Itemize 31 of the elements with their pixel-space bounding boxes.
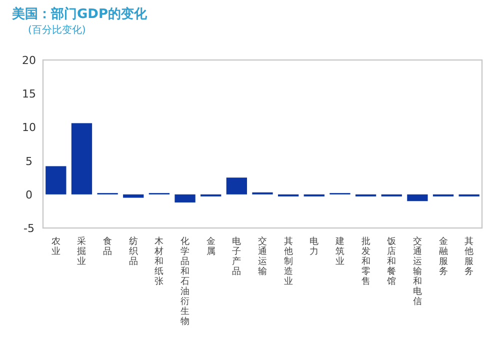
x-tick-label: 电子产品 bbox=[232, 236, 242, 277]
bar bbox=[71, 123, 92, 194]
bar bbox=[174, 194, 196, 202]
y-tick-label: 0 bbox=[26, 188, 32, 202]
x-tick-label: 农业 bbox=[51, 236, 60, 257]
bar bbox=[123, 194, 144, 198]
y-tick-label: -5 bbox=[24, 222, 34, 235]
x-tick-label: 纺织品 bbox=[128, 236, 138, 267]
x-tick-label: 交通运输 bbox=[258, 236, 267, 277]
bar bbox=[46, 166, 66, 194]
chart-title: 美国：部门GDP的变化 bbox=[11, 6, 148, 22]
y-tick-label: 20 bbox=[22, 54, 36, 67]
x-tick-label: 交通运输和电信 bbox=[412, 236, 422, 307]
y-tick-label: 15 bbox=[22, 88, 36, 101]
x-tick-label: 其他制造业 bbox=[284, 236, 293, 287]
bar bbox=[226, 178, 248, 194]
x-tick-label: 木材和纸张 bbox=[154, 236, 164, 287]
x-tick-label: 其他服务 bbox=[464, 236, 474, 277]
category-label: 化学品和石油衍生物 bbox=[180, 237, 190, 327]
x-tick-label: 采掘业 bbox=[77, 236, 86, 267]
bar bbox=[407, 194, 428, 202]
y-tick-label: 5 bbox=[26, 154, 32, 168]
x-tick-label: 批发和零售 bbox=[361, 236, 370, 287]
x-tick-label: 饭店和餐馆 bbox=[386, 236, 396, 287]
x-tick-label: 食品 bbox=[103, 236, 112, 257]
y-tick-label: 10 bbox=[22, 121, 36, 134]
x-tick-label: 金融服务 bbox=[438, 236, 448, 277]
x-tick-label: 建筑业 bbox=[334, 236, 344, 267]
chart-subtitle: (百分比变化) bbox=[28, 24, 86, 36]
x-tick-label: 金属 bbox=[206, 236, 216, 257]
x-tick-label: 电力 bbox=[310, 236, 319, 257]
